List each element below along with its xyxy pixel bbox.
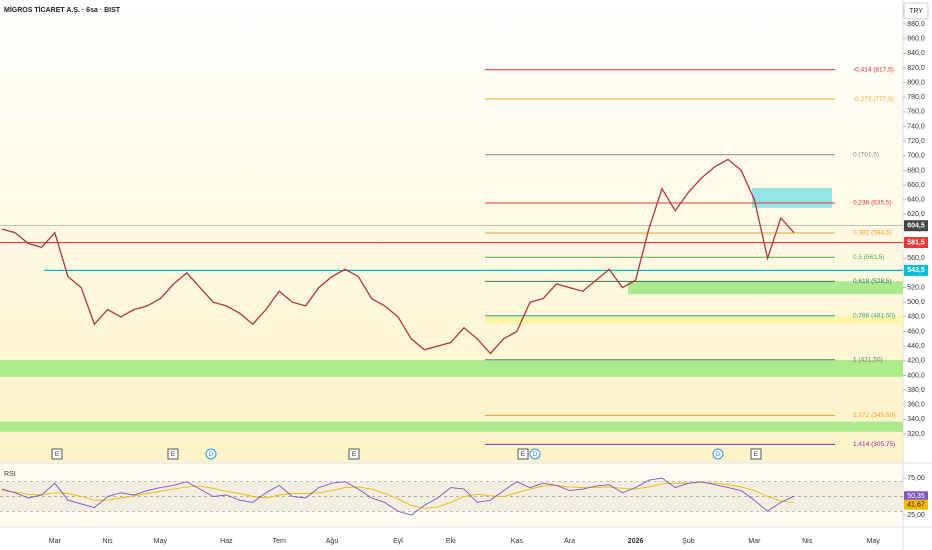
price-badge-label: 604,5 — [907, 223, 925, 230]
price-badge-label: 581,5 — [907, 239, 925, 246]
plot-background — [0, 0, 903, 462]
x-tick-label: Haz — [220, 538, 233, 545]
event-marker — [712, 448, 724, 460]
price-badge — [904, 264, 928, 276]
y-tick-label: 840,0 — [907, 50, 925, 57]
fib-label: 0,618 (528,5) — [853, 278, 892, 285]
event-label: E — [55, 451, 60, 458]
rsi-tick-label: 25,00 — [907, 512, 925, 519]
y-tick-label: 740,0 — [907, 123, 925, 130]
price-line-series — [1, 158, 795, 355]
x-tick-label: Şub — [682, 538, 695, 545]
currency-box[interactable] — [903, 2, 929, 20]
event-label: D — [533, 451, 538, 458]
fib-label: 0,5 (561,5) — [853, 254, 884, 261]
x-tick-label: May — [154, 538, 168, 545]
event-marker — [51, 448, 63, 460]
event-label: D — [209, 451, 214, 458]
x-tick-label: May — [867, 538, 881, 545]
y-tick-label: 880,0 — [907, 21, 925, 28]
price-badge-label: 543,5 — [907, 267, 925, 274]
x-tick-label: Eki — [446, 538, 456, 545]
x-tick-label: Kas — [511, 538, 524, 545]
y-tick-label: 780,0 — [907, 94, 925, 101]
y-tick-label: 720,0 — [907, 138, 925, 145]
x-tick-label: Mar — [49, 538, 62, 545]
event-label: E — [352, 451, 357, 458]
event-label: E — [171, 451, 176, 458]
fib-label: 1,414 (305,75) — [853, 441, 895, 448]
y-tick-label: 700,0 — [907, 153, 925, 160]
y-tick-label: 800,0 — [907, 79, 925, 86]
x-tick-label: Nis — [103, 538, 114, 545]
rsi-badge — [904, 491, 928, 502]
event-marker — [205, 448, 217, 460]
fib-label: 0,236 (635,5) — [853, 200, 892, 207]
y-tick-label: 860,0 — [907, 35, 925, 42]
y-tick-label: 520,0 — [907, 284, 925, 291]
fib-label: 0,786 (481,50) — [853, 312, 895, 319]
fib-label: 0,382 (594,5) — [853, 230, 892, 237]
y-tick-label: 360,0 — [907, 402, 925, 409]
event-marker — [517, 448, 529, 460]
y-tick-label: 560,0 — [907, 255, 925, 262]
price-badge — [904, 220, 928, 232]
price-badge — [904, 237, 928, 249]
rsi-ma-badge — [904, 499, 928, 510]
rsi-ma-badge-label: 41,67 — [907, 502, 925, 509]
event-label: E — [754, 451, 759, 458]
x-tick-label: Tem — [273, 538, 286, 545]
y-tick-label: 640,0 — [907, 197, 925, 204]
x-tick-label: Ağu — [326, 538, 339, 545]
fib-label: 1,272 (345,50) — [853, 412, 895, 419]
rsi-badge-label: 50,35 — [907, 493, 925, 500]
y-tick-label: 340,0 — [907, 416, 925, 423]
x-tick-label: Nis — [802, 538, 813, 545]
rsi-line — [1, 477, 795, 516]
x-tick-label: Eyl — [393, 538, 403, 545]
layers: 320,0 340,0 360,0 380,0 400,0 420,0 440,0 460,0… — [0, 21, 928, 545]
y-tick-label: 620,0 — [907, 211, 925, 218]
y-tick-label: 440,0 — [907, 343, 925, 350]
event-label: E — [521, 451, 526, 458]
y-tick-label: 420,0 — [907, 358, 925, 365]
rsi-ma-line — [1, 481, 795, 509]
y-tick-label: 680,0 — [907, 167, 925, 174]
y-tick-label: 660,0 — [907, 182, 925, 189]
y-tick-label: 760,0 — [907, 109, 925, 116]
fib-label: 1 (421,50) — [853, 356, 883, 363]
x-tick-label: 2026 — [628, 538, 644, 545]
event-label: D — [716, 451, 721, 458]
x-tick-label: Ara — [564, 538, 575, 545]
event-marker — [167, 448, 179, 460]
y-tick-label: 320,0 — [907, 431, 925, 438]
y-tick-label: 400,0 — [907, 372, 925, 379]
event-marker — [750, 448, 762, 460]
zone — [485, 315, 903, 325]
fib-label: -0,272 (777,5) — [853, 96, 894, 103]
chart-title: MİGROS TİCARET A.Ş. · 6sa · BIST — [4, 6, 121, 14]
zone — [752, 188, 832, 208]
y-tick-label: 480,0 — [907, 314, 925, 321]
y-tick-label: 820,0 — [907, 65, 925, 72]
zone — [0, 421, 903, 432]
fib-label: 0 (701,5) — [853, 151, 879, 158]
event-marker — [529, 448, 541, 460]
zone — [0, 360, 903, 377]
event-marker — [348, 448, 360, 460]
rsi-tick-label: 75,00 — [907, 475, 925, 482]
currency: TRY — [909, 8, 923, 15]
fib-label: -0,414 (817,5) — [853, 66, 894, 73]
rsi-title: RSI — [4, 471, 16, 478]
zone — [628, 281, 903, 295]
y-tick-label: 380,0 — [907, 387, 925, 394]
x-tick-label: Mar — [748, 538, 761, 545]
y-tick-label: 460,0 — [907, 328, 925, 335]
y-tick-label: 500,0 — [907, 299, 925, 306]
